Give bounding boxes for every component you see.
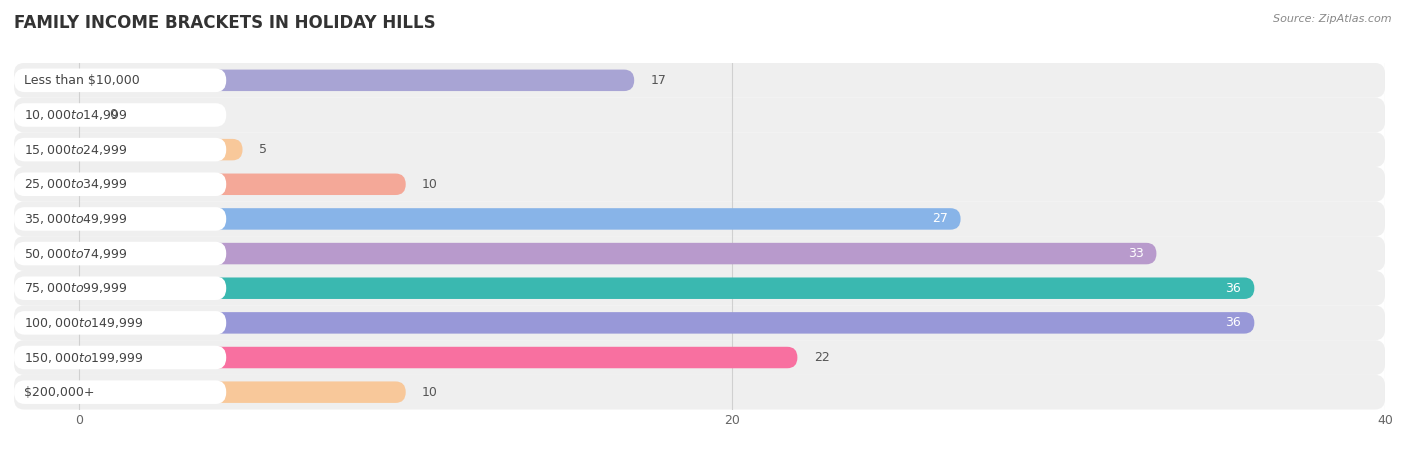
Text: $150,000 to $199,999: $150,000 to $199,999: [24, 351, 143, 364]
FancyBboxPatch shape: [79, 312, 1254, 333]
Text: $100,000 to $149,999: $100,000 to $149,999: [24, 316, 143, 330]
FancyBboxPatch shape: [79, 139, 242, 160]
FancyBboxPatch shape: [14, 138, 226, 162]
Text: 17: 17: [651, 74, 666, 87]
FancyBboxPatch shape: [14, 172, 226, 196]
FancyBboxPatch shape: [14, 63, 1385, 98]
FancyBboxPatch shape: [14, 271, 1385, 306]
Text: FAMILY INCOME BRACKETS IN HOLIDAY HILLS: FAMILY INCOME BRACKETS IN HOLIDAY HILLS: [14, 14, 436, 32]
FancyBboxPatch shape: [14, 375, 1385, 410]
FancyBboxPatch shape: [14, 276, 226, 300]
Text: $200,000+: $200,000+: [24, 386, 94, 399]
Text: 22: 22: [814, 351, 830, 364]
FancyBboxPatch shape: [79, 70, 634, 91]
FancyBboxPatch shape: [79, 208, 960, 230]
FancyBboxPatch shape: [14, 236, 1385, 271]
Text: $15,000 to $24,999: $15,000 to $24,999: [24, 143, 128, 157]
FancyBboxPatch shape: [14, 68, 226, 92]
FancyBboxPatch shape: [14, 98, 1385, 132]
FancyBboxPatch shape: [14, 242, 226, 266]
Text: Less than $10,000: Less than $10,000: [24, 74, 139, 87]
FancyBboxPatch shape: [14, 207, 226, 231]
Text: $50,000 to $74,999: $50,000 to $74,999: [24, 247, 128, 261]
FancyBboxPatch shape: [79, 382, 406, 403]
Text: 10: 10: [422, 386, 437, 399]
Text: 0: 0: [108, 108, 117, 122]
FancyBboxPatch shape: [79, 347, 797, 368]
FancyBboxPatch shape: [79, 174, 406, 195]
FancyBboxPatch shape: [14, 202, 1385, 236]
Text: $25,000 to $34,999: $25,000 to $34,999: [24, 177, 128, 191]
FancyBboxPatch shape: [14, 346, 226, 369]
Text: $75,000 to $99,999: $75,000 to $99,999: [24, 281, 128, 295]
Text: $10,000 to $14,999: $10,000 to $14,999: [24, 108, 128, 122]
Text: Source: ZipAtlas.com: Source: ZipAtlas.com: [1274, 14, 1392, 23]
Text: 33: 33: [1128, 247, 1143, 260]
Text: 10: 10: [422, 178, 437, 191]
FancyBboxPatch shape: [14, 103, 226, 127]
Text: 5: 5: [259, 143, 267, 156]
FancyBboxPatch shape: [14, 306, 1385, 340]
FancyBboxPatch shape: [79, 104, 105, 126]
Text: 36: 36: [1226, 282, 1241, 295]
FancyBboxPatch shape: [79, 278, 1254, 299]
FancyBboxPatch shape: [14, 167, 1385, 202]
Text: 27: 27: [932, 212, 948, 225]
FancyBboxPatch shape: [14, 311, 226, 335]
FancyBboxPatch shape: [14, 340, 1385, 375]
Text: 36: 36: [1226, 316, 1241, 329]
FancyBboxPatch shape: [14, 132, 1385, 167]
FancyBboxPatch shape: [79, 243, 1156, 264]
FancyBboxPatch shape: [14, 380, 226, 404]
Text: $35,000 to $49,999: $35,000 to $49,999: [24, 212, 128, 226]
